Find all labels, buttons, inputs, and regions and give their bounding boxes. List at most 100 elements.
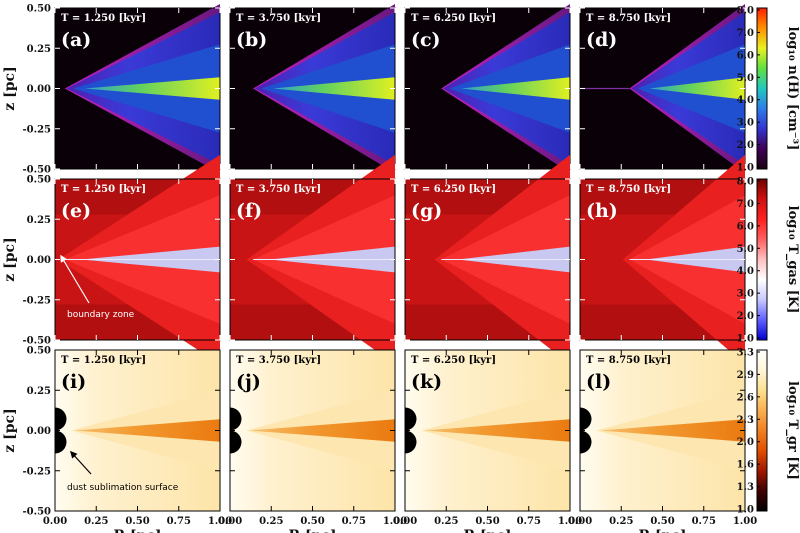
panel-e: T = 1.250 [kyr] (e): [54, 154, 221, 365]
colorbar-tick-label: 1.6: [737, 460, 754, 471]
panel-k: T = 6.250 [kyr] (k): [404, 349, 571, 512]
y-tick-label: 0.50: [27, 175, 51, 186]
y-tick-label: -0.25: [22, 466, 51, 477]
colorbar-tick-label: 7.0: [737, 28, 754, 39]
x-tick-label: 1.00: [733, 516, 757, 527]
y-axis-label: z [pc]: [2, 66, 18, 110]
x-axis-label: R [pc]: [288, 528, 336, 533]
density-disk-core: [649, 77, 745, 100]
y-tick-label: -0.50: [22, 336, 51, 347]
x-tick-label: 0.50: [125, 516, 149, 527]
colorbar-tick-label: 4.0: [737, 95, 754, 106]
dust-sublimation-lower: [230, 430, 242, 454]
y-tick-label: 0.00: [27, 426, 51, 437]
x-tick-label: 0.75: [692, 516, 716, 527]
dust-disk-core: [599, 419, 745, 442]
x-tick-label: 0.00: [393, 516, 417, 527]
x-axis-label: R [pc]: [463, 528, 511, 533]
colorbar-tick-label: 1.0: [737, 163, 754, 174]
panel-letter: (g): [411, 200, 442, 222]
colorbar-tick-label: 2.6: [737, 392, 754, 403]
colorbar-tick-label: 4.0: [737, 266, 754, 277]
panel-letter: (h): [586, 200, 618, 222]
panel-letter: (f): [236, 200, 262, 222]
panel-d: T = 8.750 [kyr] (d): [579, 3, 746, 174]
dust-sublimation-lower: [405, 430, 417, 454]
y-tick-label: 0.25: [27, 386, 51, 397]
time-label: T = 1.250 [kyr]: [61, 184, 146, 195]
dust-sublimation-lower: [580, 430, 592, 454]
dust-sublimation-upper: [405, 407, 417, 431]
colorbar-tick-label: 2.0: [737, 140, 754, 151]
time-label: T = 8.750 [kyr]: [586, 13, 671, 24]
dust-sublimation-upper: [230, 407, 242, 431]
time-label: T = 3.750 [kyr]: [236, 13, 321, 24]
x-tick-label: 0.75: [342, 516, 366, 527]
annotation-arrow: [60, 254, 90, 304]
time-label: T = 8.750 [kyr]: [586, 184, 671, 195]
colorbar-tick-label: 6.0: [737, 50, 754, 61]
time-label: T = 6.250 [kyr]: [411, 184, 496, 195]
y-tick-label: -0.50: [22, 165, 51, 176]
colorbar-tick-label: 8.0: [737, 177, 754, 188]
colorbar-tick-label: 5.0: [737, 244, 754, 255]
colorbar-tick-label: 3.0: [737, 118, 754, 129]
x-tick-label: 0.25: [259, 516, 283, 527]
dust-disk-core: [424, 419, 570, 442]
colorbar-tick-label: 3.3: [737, 348, 754, 359]
colorbar-label: log₁₀ T_gr [K]: [785, 381, 800, 480]
y-tick-label: -0.50: [22, 507, 51, 518]
x-tick-label: 1.00: [383, 516, 407, 527]
dust-sublimation-upper: [580, 407, 592, 431]
panel-f: T = 3.750 [kyr] (f): [229, 154, 396, 365]
y-tick-label: -0.25: [22, 295, 51, 306]
x-tick-label: 0.25: [434, 516, 458, 527]
panel-a: T = 1.250 [kyr] (a): [54, 3, 221, 174]
time-label: T = 3.750 [kyr]: [236, 355, 321, 366]
x-tick-label: 0.25: [84, 516, 108, 527]
time-label: T = 3.750 [kyr]: [236, 184, 321, 195]
x-tick-label: 0.25: [609, 516, 633, 527]
x-tick-label: 0.00: [568, 516, 592, 527]
x-tick-label: 0.50: [475, 516, 499, 527]
panel-letter: (d): [586, 29, 617, 51]
colorbar-tick-label: 6.0: [737, 221, 754, 232]
panel-letter: (k): [411, 371, 442, 393]
panel-letter: (c): [411, 29, 441, 51]
x-tick-label: 0.75: [517, 516, 541, 527]
colorbar-label: log₁₀ T_gas [K]: [785, 206, 800, 314]
time-label: T = 8.750 [kyr]: [586, 355, 671, 366]
annotation-arrow: [70, 450, 92, 475]
panel-letter: (b): [236, 29, 267, 51]
panel-letter: (a): [61, 29, 91, 51]
annotation-boundary-zone: boundary zone: [67, 310, 135, 320]
y-tick-label: 0.50: [27, 346, 51, 357]
x-tick-label: 0.50: [300, 516, 324, 527]
colorbar-tick-label: 7.0: [737, 199, 754, 210]
colorbar-tick-label: 3.0: [737, 289, 754, 300]
x-axis-label: R [pc]: [113, 528, 161, 533]
y-tick-label: 0.25: [27, 44, 51, 55]
y-axis-label: z [pc]: [2, 237, 18, 281]
time-label: T = 6.250 [kyr]: [411, 355, 496, 366]
colorbar: [756, 7, 768, 170]
y-tick-label: -0.25: [22, 124, 51, 135]
time-label: T = 1.250 [kyr]: [61, 355, 146, 366]
x-tick-label: 1.00: [208, 516, 232, 527]
x-tick-label: 0.50: [650, 516, 674, 527]
panel-g: T = 6.250 [kyr] (g): [404, 154, 571, 365]
colorbar-tick-label: 1.0: [737, 505, 754, 516]
y-tick-label: 0.50: [27, 4, 51, 15]
panel-letter: (i): [61, 371, 86, 393]
panel-b: T = 3.750 [kyr] (b): [229, 3, 396, 174]
colorbar-tick-label: 2.3: [737, 415, 754, 426]
dust-sublimation-lower: [55, 430, 67, 454]
y-tick-label: 0.25: [27, 215, 51, 226]
density-disk-core: [272, 77, 395, 100]
colorbar: [756, 349, 768, 512]
panel-j: T = 3.750 [kyr] (j): [229, 349, 396, 512]
panel-h: T = 8.750 [kyr] (h): [579, 154, 746, 365]
colorbar-tick-label: 2.0: [737, 437, 754, 448]
colorbar-tick-label: 1.0: [737, 334, 754, 345]
